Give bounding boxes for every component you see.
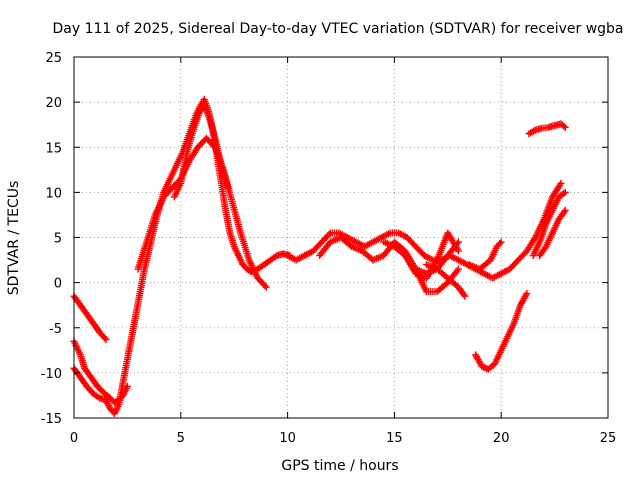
series-track-3 bbox=[70, 364, 110, 404]
data-point bbox=[530, 127, 538, 135]
y-tick-label: -5 bbox=[49, 322, 62, 337]
x-tick-label: 10 bbox=[279, 431, 296, 446]
data-point bbox=[224, 184, 232, 192]
data-point bbox=[261, 282, 269, 290]
y-tick-label: 20 bbox=[45, 96, 62, 111]
y-tick-label: 10 bbox=[45, 186, 62, 201]
series-track-15 bbox=[529, 188, 569, 260]
series-track-13 bbox=[472, 289, 531, 373]
series-track-7 bbox=[284, 179, 565, 282]
data-point bbox=[557, 179, 565, 187]
y-tick-label: -15 bbox=[41, 412, 62, 427]
data-point bbox=[496, 240, 504, 248]
data-point bbox=[94, 393, 102, 401]
grid-layer bbox=[74, 57, 608, 418]
data-point bbox=[101, 334, 109, 342]
series-track-14 bbox=[525, 120, 569, 138]
series-track-6 bbox=[170, 103, 232, 201]
data-point bbox=[523, 289, 531, 297]
y-tick-label: 5 bbox=[54, 232, 62, 247]
data-point bbox=[461, 292, 469, 300]
series-track-1 bbox=[70, 292, 110, 343]
x-axis-label: GPS time / hours bbox=[281, 458, 398, 474]
data-point bbox=[497, 238, 505, 246]
data-point bbox=[271, 253, 279, 261]
y-axis-label: SDTVAR / TECUs bbox=[6, 181, 22, 296]
x-tick-label: 15 bbox=[386, 431, 403, 446]
data-point bbox=[454, 265, 462, 273]
data-point bbox=[102, 335, 110, 343]
series-track-11 bbox=[422, 261, 469, 300]
chart-title: Day 111 of 2025, Sidereal Day-to-day VTE… bbox=[52, 21, 623, 37]
series-track-5 bbox=[134, 134, 270, 291]
data-layer bbox=[70, 95, 569, 417]
x-tick-label: 20 bbox=[493, 431, 510, 446]
series-track-12 bbox=[465, 238, 505, 273]
x-tick-label: 25 bbox=[600, 431, 617, 446]
data-point bbox=[560, 208, 568, 216]
y-tick-label: 0 bbox=[54, 277, 62, 292]
x-tick-label: 0 bbox=[70, 431, 78, 446]
tick-layer: 0 5 10 15 20 25 -15 -10 -5 0 5 10 15 20 25 bbox=[41, 51, 617, 446]
y-tick-label: -10 bbox=[41, 367, 62, 382]
data-point bbox=[454, 247, 462, 255]
data-point bbox=[561, 188, 569, 196]
data-point bbox=[560, 122, 568, 130]
data-point bbox=[561, 123, 569, 131]
data-point bbox=[560, 190, 568, 198]
data-point bbox=[325, 230, 333, 238]
y-tick-label: 25 bbox=[45, 51, 62, 66]
data-point bbox=[460, 291, 468, 299]
x-tick-label: 5 bbox=[177, 431, 185, 446]
y-tick-label: 15 bbox=[45, 141, 62, 156]
data-point bbox=[262, 283, 270, 291]
series-track-16 bbox=[536, 206, 569, 260]
data-point bbox=[561, 206, 569, 214]
